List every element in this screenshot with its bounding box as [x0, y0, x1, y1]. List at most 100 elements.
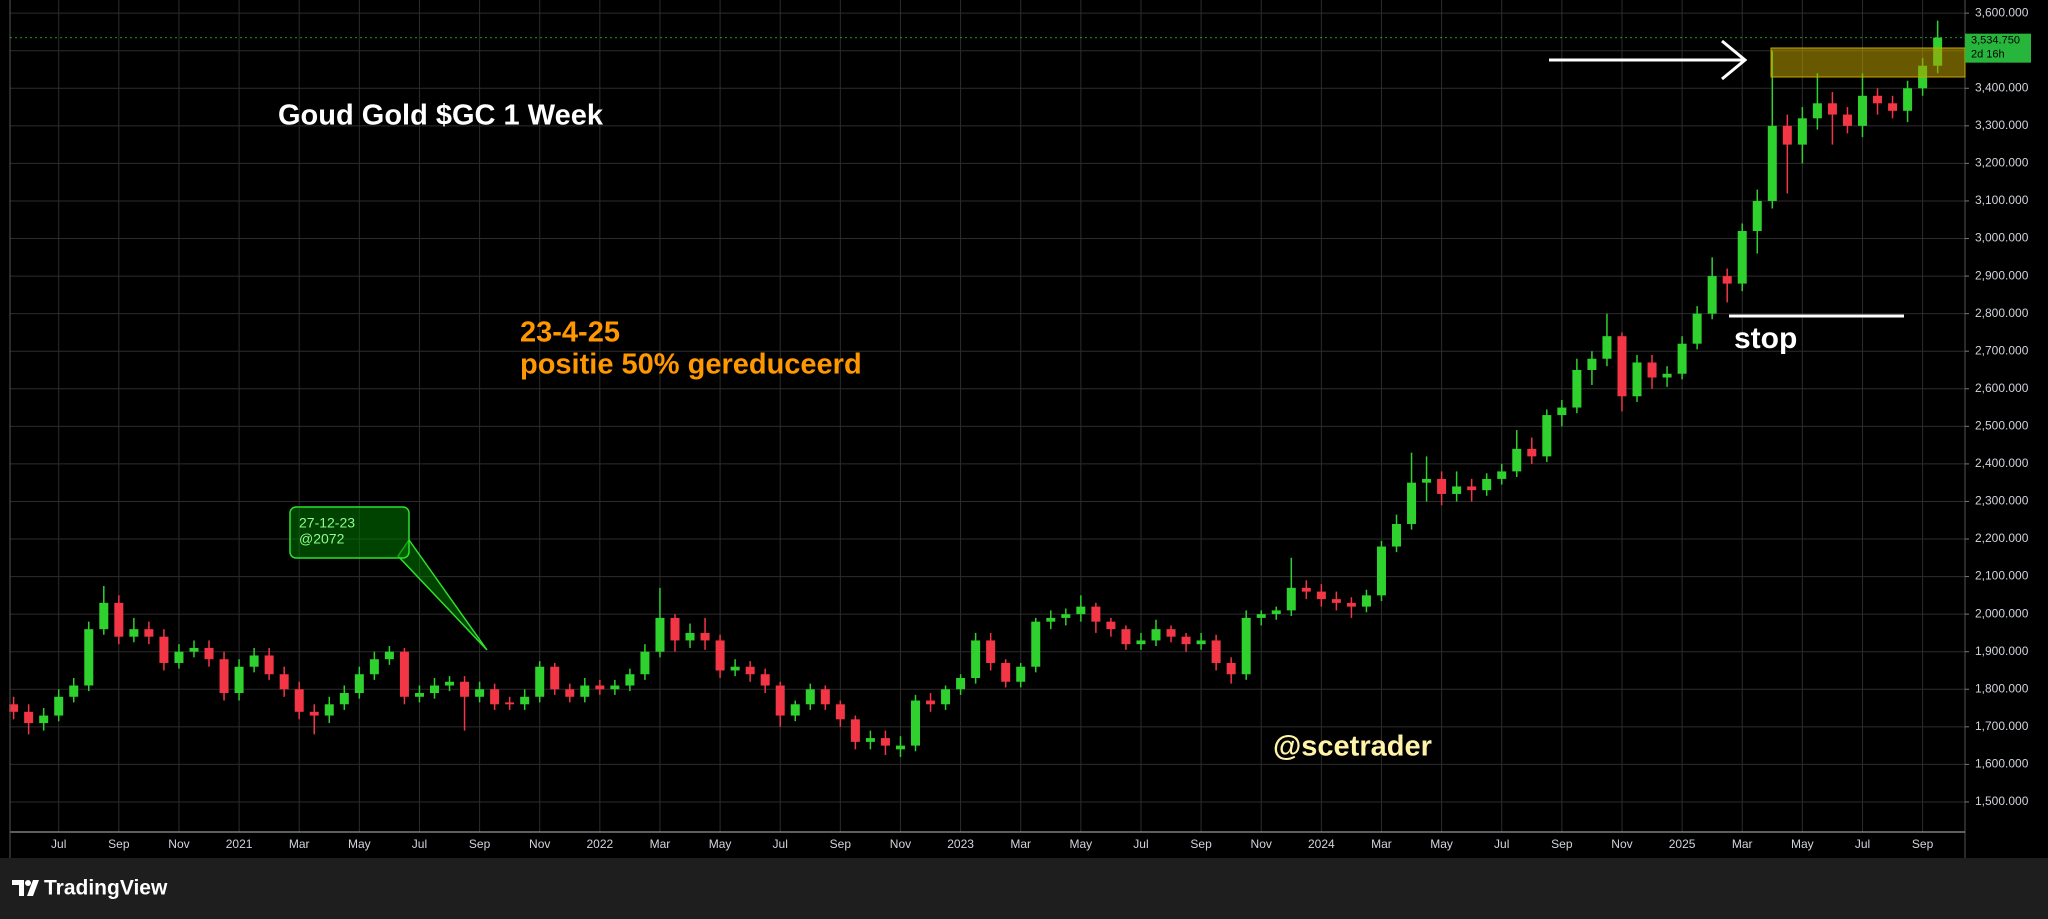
candle-body [219, 659, 229, 694]
candle-body [1527, 448, 1537, 457]
candle-body [835, 704, 845, 720]
candle-body [910, 700, 920, 746]
candle-body [1857, 95, 1867, 126]
candle-body [700, 632, 710, 641]
x-tick-label: May [709, 837, 732, 851]
candle-body [1827, 103, 1837, 115]
candle-body [129, 629, 139, 637]
author-tag: @scetrader [1273, 731, 1432, 763]
candle-body [1256, 614, 1266, 618]
candle-body [99, 602, 109, 630]
candle-body [324, 704, 334, 716]
candle-body [580, 685, 590, 697]
candle-body [264, 655, 274, 675]
candle-body [1121, 629, 1131, 645]
candle-body [339, 693, 349, 705]
candle-body [1316, 591, 1326, 600]
candle-body [535, 666, 545, 697]
candle-body [1482, 478, 1492, 491]
candle-body [1662, 373, 1672, 378]
x-tick-label: Sep [1190, 837, 1212, 851]
x-tick-label: Jul [1494, 837, 1509, 851]
candle-body [1497, 471, 1507, 479]
candle-body [1437, 478, 1447, 494]
last-price-label: 3,534.750 [1971, 35, 2020, 47]
candle-body [1587, 358, 1597, 370]
y-tick-label: 3,100.000 [1975, 193, 2029, 207]
x-tick-label: 2025 [1669, 837, 1696, 851]
candle-body [204, 647, 214, 660]
candle-body [926, 700, 936, 705]
x-tick-label: Sep [830, 837, 852, 851]
candle-body [760, 674, 770, 686]
candle-body [805, 689, 815, 705]
candle-body [1166, 629, 1176, 637]
chart-title: Goud Gold $GC 1 Week [278, 100, 604, 132]
resistance-zone [1770, 47, 1966, 78]
candle-body [655, 617, 665, 652]
x-tick-label: Sep [1912, 837, 1934, 851]
candle-body [1873, 95, 1883, 104]
y-tick-label: 3,600.000 [1975, 5, 2029, 19]
y-tick-label: 1,500.000 [1975, 794, 2029, 808]
candle-body [565, 689, 575, 697]
candle-body [384, 651, 394, 660]
candle-body [1271, 610, 1281, 615]
candle-body [1888, 103, 1898, 111]
x-tick-label: May [1791, 837, 1814, 851]
candle-body [249, 655, 259, 667]
footer-logo [12, 880, 39, 896]
candle-body [971, 640, 981, 678]
logo-mark [12, 880, 24, 896]
candle-body [865, 738, 875, 742]
candle-body [279, 674, 289, 690]
candle-body [520, 696, 530, 705]
candle-body [475, 689, 485, 697]
candle-body [1617, 336, 1627, 397]
y-tick-label: 1,900.000 [1975, 644, 2029, 658]
candle-body [54, 696, 64, 716]
candle-body [715, 640, 725, 671]
candle-body [84, 629, 94, 686]
x-tick-label: 2024 [1308, 837, 1335, 851]
candle-body [1226, 662, 1236, 675]
x-tick-label: Mar [650, 837, 671, 851]
x-tick-label: May [348, 837, 371, 851]
candle-body [956, 677, 966, 690]
x-tick-label: May [1430, 837, 1453, 851]
callout-date: 27-12-23 [299, 515, 355, 531]
candle-body [1722, 276, 1732, 284]
candle-body [69, 685, 79, 697]
candle-body [1632, 362, 1642, 397]
candle-body [39, 715, 49, 724]
x-tick-label: Mar [1732, 837, 1753, 851]
candle-body [9, 704, 19, 712]
candle-body [144, 629, 154, 637]
x-tick-label: Sep [108, 837, 130, 851]
candle-body [490, 689, 500, 705]
candle-body [24, 711, 34, 724]
footer-bar [0, 858, 2048, 919]
candle-body [1737, 231, 1747, 284]
candle-body [550, 666, 560, 690]
candle-body [369, 659, 379, 675]
candle-body [745, 666, 755, 675]
candle-body [1812, 103, 1822, 119]
x-tick-label: Jul [51, 837, 66, 851]
candle-body [1782, 125, 1792, 145]
y-tick-label: 2,300.000 [1975, 494, 2029, 508]
candle-body [685, 632, 695, 641]
candle-body [1136, 640, 1146, 645]
y-tick-label: 3,000.000 [1975, 231, 2029, 245]
candle-body [354, 674, 364, 694]
x-tick-label: May [1070, 837, 1093, 851]
x-tick-label: Nov [529, 837, 550, 851]
candle-body [1767, 125, 1777, 201]
candle-body [1452, 486, 1462, 494]
candle-body [1542, 415, 1552, 457]
x-tick-label: Jul [773, 837, 788, 851]
y-tick-label: 3,400.000 [1975, 80, 2029, 94]
callout-box [289, 506, 410, 559]
